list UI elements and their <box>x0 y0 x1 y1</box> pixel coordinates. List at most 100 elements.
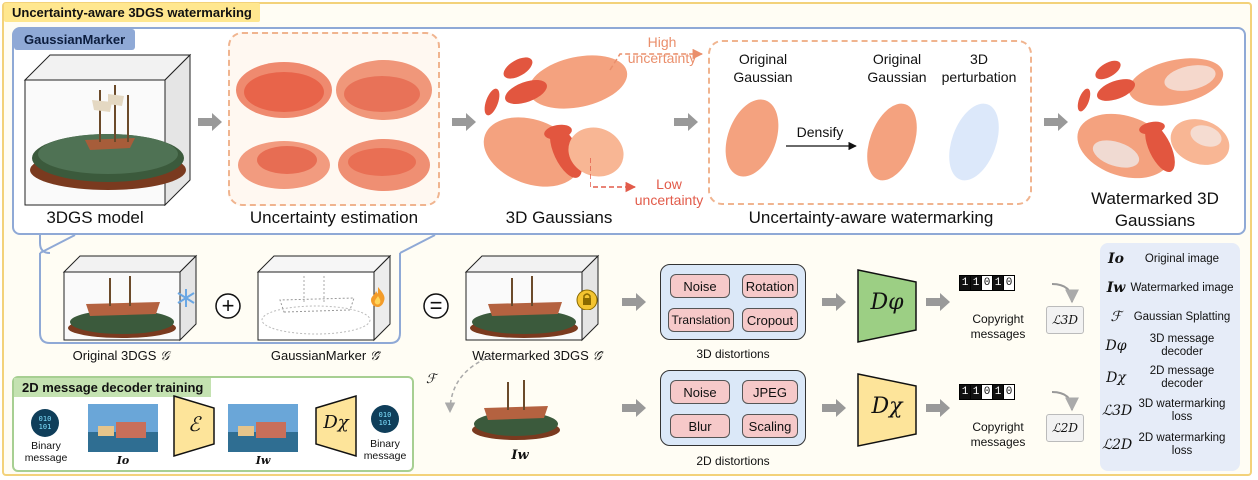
section-callout-lines <box>39 234 436 344</box>
gaussianmarker-tag: GaussianMarker <box>14 29 136 50</box>
legend-text: Gaussian Splatting <box>1133 310 1231 323</box>
uncertainty-heatmaps <box>236 60 432 191</box>
uncertainty-routing-arrows <box>590 48 704 193</box>
legend-item: ℒ2D 2D watermarking loss <box>1102 428 1238 462</box>
bit: 0 <box>1003 384 1015 400</box>
distortion-2d-blur: Blur <box>670 414 730 438</box>
gaussianmarker-text: GaussianMarker <box>270 348 367 363</box>
distortion-3d-cropout: Cropout <box>742 308 798 332</box>
watermarked-3dgs-label: Watermarked 3DGS 𝒢̂ <box>452 348 622 364</box>
gaussianmarker-box <box>256 254 392 342</box>
iw-label: Iw <box>255 454 271 467</box>
legend-text: Original image <box>1144 252 1220 265</box>
encoder-label: ℰ <box>187 412 201 436</box>
perturbation-label: 3D perturbation <box>941 51 1017 85</box>
decoder-training-tag: 2D message decoder training <box>14 378 212 397</box>
copyright-bits-3d: 1 1 0 1 0 <box>959 275 1015 291</box>
binary-message-label: Binary message <box>24 440 68 464</box>
distortion-3d-rotation: Rotation <box>742 274 798 298</box>
gray-arrow <box>926 399 950 417</box>
distortion-2d-noise: Noise <box>670 380 730 404</box>
uncertainty-caption: Uncertainty estimation <box>249 208 419 227</box>
figure-title: Uncertainty-aware 3DGS watermarking <box>4 3 260 22</box>
equals-icon <box>423 293 449 319</box>
3d-decoder-shape <box>857 269 917 343</box>
watermarked-caption: Watermarked 3D Gaussians <box>1091 189 1219 230</box>
legend-list: Io Original image Iw Watermarked image ℱ… <box>1102 246 1238 462</box>
binary-message-icon: 010 101 <box>371 405 399 433</box>
original-3dgs-text: Original 3DGS <box>72 348 157 363</box>
io-label: Io <box>116 454 130 467</box>
distortion-2d-jpeg: JPEG <box>742 380 798 404</box>
legend-item: Iw Watermarked image <box>1102 272 1238 304</box>
equals-sign: = <box>429 293 443 318</box>
snowflake-icon <box>177 289 195 307</box>
training-decoder-shape <box>315 394 357 458</box>
watermarking-box <box>708 40 1032 205</box>
distortion-3d-translation: Translation <box>668 308 734 332</box>
distortion-2d-scaling: Scaling <box>742 414 798 438</box>
gaussians-caption: 3D Gaussians <box>505 208 613 227</box>
render-symbol: ℱ <box>426 372 437 387</box>
bit: 1 <box>970 384 982 400</box>
svg-text:010: 010 <box>379 411 392 419</box>
legend-item: Dφ 3D message decoder <box>1102 330 1238 362</box>
svg-text:010: 010 <box>39 415 52 423</box>
legend-item: Io Original image <box>1102 246 1238 272</box>
loss-2d: ℒ2D <box>1046 414 1084 442</box>
svg-text:101: 101 <box>39 423 52 431</box>
binary-message-icon: 010 101 <box>31 409 59 437</box>
legend-symbol: ℱ <box>1110 309 1122 325</box>
gray-arrow <box>822 399 846 417</box>
legend-item: ℒ3D 3D watermarking loss <box>1102 394 1238 428</box>
legend-symbol: Iw <box>1106 280 1126 296</box>
copyright-bits-2d: 1 1 0 1 0 <box>959 384 1015 400</box>
lock-icon <box>576 289 598 310</box>
training-decoder-label: Dχ <box>323 412 349 433</box>
densify-label: Densify <box>796 124 844 140</box>
gray-arrow <box>622 399 646 417</box>
copyright-label-2d: Copyright messages <box>970 420 1026 449</box>
encoder-shape <box>173 394 215 458</box>
2d-decoder-label: Dχ <box>871 394 903 419</box>
copyright-label-3d: Copyright messages <box>970 312 1026 341</box>
legend-symbol: ℒ2D <box>1102 437 1133 453</box>
legend-symbol: Io <box>1108 251 1124 267</box>
2d-distortions-caption: 2D distortions <box>696 454 770 468</box>
watermarked-gaussians-ellipses <box>1077 58 1230 179</box>
bit: 0 <box>1003 275 1015 291</box>
curve-arrow <box>1051 391 1079 412</box>
legend-text: 2D message decoder <box>1149 365 1215 390</box>
original-image-thumb <box>88 404 158 452</box>
watermarked-3dgs-symbol: 𝒢̂ <box>592 349 602 364</box>
fire-icon <box>371 287 385 307</box>
high-uncertainty-label: High uncertainty <box>627 34 697 66</box>
binary-message-out-label: Binary message <box>363 438 407 462</box>
legend-item: Dχ 2D message decoder <box>1102 362 1238 394</box>
watermarked-image-thumb <box>228 404 298 452</box>
original-3dgs-label: Original 3DGS 𝒢 <box>46 348 196 364</box>
legend-symbol: Dφ <box>1105 338 1127 354</box>
original-3dgs-box <box>62 254 198 342</box>
original-3dgs-symbol: 𝒢 <box>160 349 170 364</box>
gray-arrow <box>622 293 646 311</box>
legend-text: 3D watermarking loss <box>1138 398 1226 423</box>
3dgs-model-box <box>23 53 192 206</box>
plus-sign: + <box>221 293 235 318</box>
distortion-3d-noise: Noise <box>670 274 730 298</box>
densify-illustration <box>725 99 999 181</box>
gray-arrow <box>926 293 950 311</box>
gray-arrow <box>822 293 846 311</box>
watermarking-caption: Uncertainty-aware watermarking <box>748 208 994 227</box>
original-gaussian-right-label: Original Gaussian <box>867 51 927 85</box>
3d-distortions-caption: 3D distortions <box>696 347 770 361</box>
gray-arrow <box>674 113 698 131</box>
watermarked-3dgs-text: Watermarked 3DGS <box>472 348 589 363</box>
gaussianmarker-symbol: 𝒢̃ <box>369 349 380 364</box>
render-arrow <box>444 355 493 414</box>
original-gaussian-left-label: Original Gaussian <box>733 51 793 85</box>
curve-arrow <box>1051 283 1079 304</box>
legend-box <box>1100 243 1240 471</box>
gray-arrow <box>452 113 476 131</box>
